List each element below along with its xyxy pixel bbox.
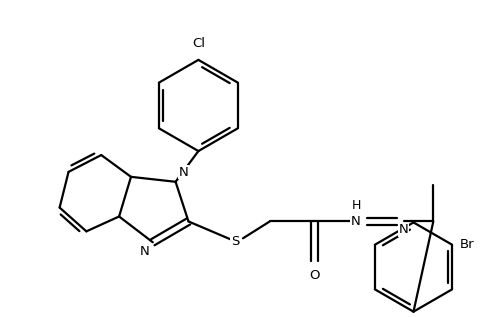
Text: N: N <box>178 166 188 179</box>
Text: N: N <box>351 215 361 228</box>
Text: Cl: Cl <box>192 37 205 50</box>
Text: N: N <box>140 245 150 258</box>
Text: S: S <box>231 235 239 248</box>
Text: Br: Br <box>460 238 475 251</box>
Text: O: O <box>309 269 320 282</box>
Text: N: N <box>399 223 408 236</box>
Text: H: H <box>351 198 361 211</box>
